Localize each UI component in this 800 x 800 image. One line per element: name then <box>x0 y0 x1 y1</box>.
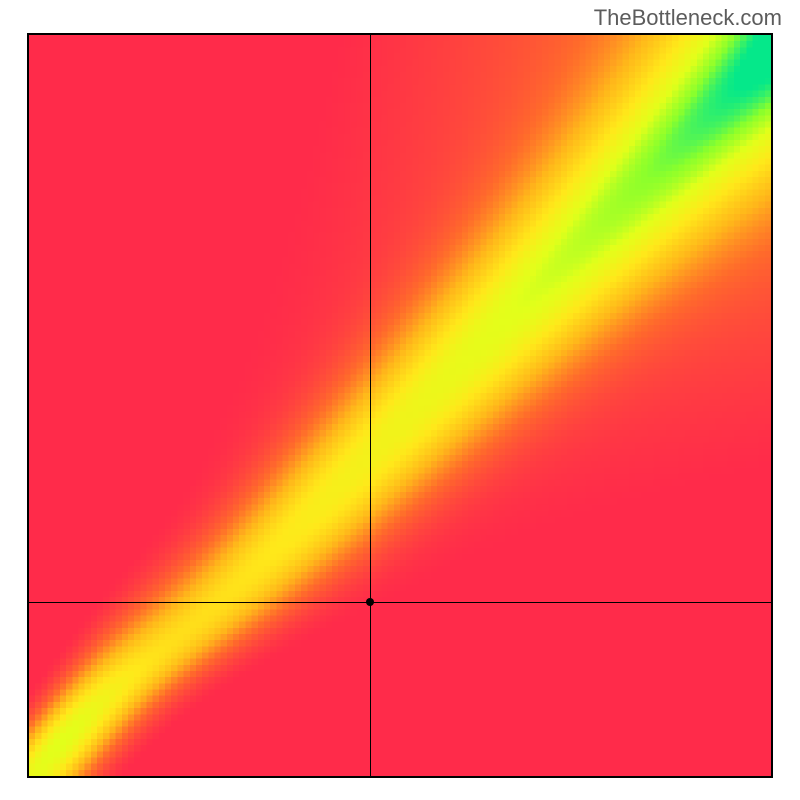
crosshair-horizontal <box>29 602 771 603</box>
watermark-text: TheBottleneck.com <box>594 5 782 31</box>
crosshair-vertical <box>370 35 371 776</box>
marker-dot <box>366 598 374 606</box>
heatmap-canvas <box>29 35 771 776</box>
heatmap-plot <box>27 33 773 778</box>
